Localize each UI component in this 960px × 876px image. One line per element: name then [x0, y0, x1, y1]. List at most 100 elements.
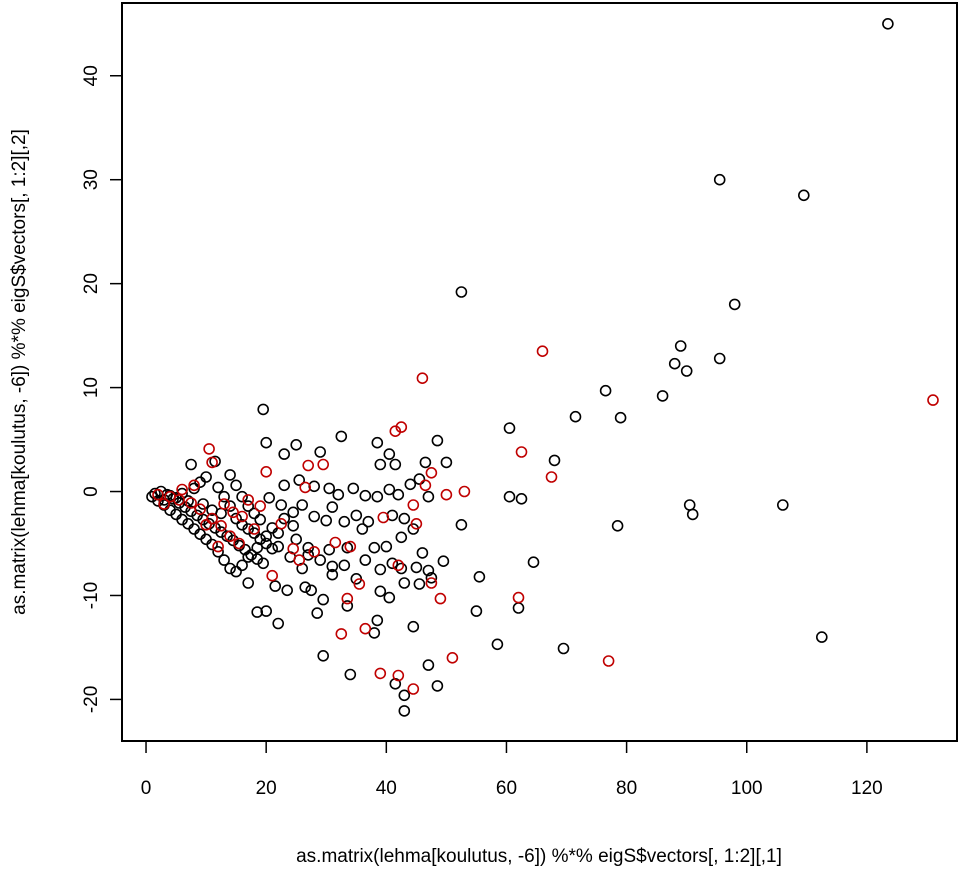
data-point [242, 494, 254, 506]
data-point [206, 512, 218, 525]
data-point [260, 530, 273, 543]
data-point [251, 606, 264, 618]
data-point [224, 562, 236, 575]
data-point [548, 454, 561, 467]
data-point [437, 555, 450, 568]
data-point [536, 345, 549, 358]
data-point [614, 411, 627, 424]
data-point [248, 527, 260, 539]
data-point [425, 577, 438, 589]
x-tick-label: 100 [731, 778, 763, 799]
data-point [206, 504, 218, 517]
data-point [338, 559, 351, 572]
data-point [713, 173, 726, 186]
data-point [425, 571, 438, 584]
data-point [218, 490, 230, 503]
data-point [422, 659, 435, 671]
data-point [278, 479, 291, 492]
x-tick-label: 40 [376, 778, 397, 799]
data-point [728, 298, 741, 311]
data-point [368, 627, 381, 639]
data-point [185, 458, 197, 471]
data-point [305, 584, 318, 597]
data-point [377, 511, 390, 524]
data-point [269, 580, 282, 592]
data-point [341, 592, 354, 605]
data-point [431, 680, 444, 692]
data-point [317, 649, 330, 662]
data-point [527, 556, 540, 569]
data-point [389, 425, 402, 438]
data-point [927, 394, 939, 406]
data-point [416, 372, 429, 385]
data-point [515, 446, 528, 458]
data-point [545, 471, 558, 483]
data-point [491, 638, 504, 651]
data-point [242, 500, 254, 512]
data-point [293, 554, 306, 566]
y-tick-label: 40 [81, 65, 102, 86]
data-point [341, 600, 354, 612]
data-point [374, 585, 387, 598]
data-point [413, 473, 426, 485]
data-point [395, 531, 408, 544]
data-point [176, 483, 188, 496]
y-tick-label: 20 [81, 273, 102, 294]
data-point [776, 499, 789, 511]
data-point [242, 577, 254, 589]
data-point [227, 506, 239, 519]
data-point [290, 533, 303, 546]
data-point [383, 483, 396, 496]
data-point [383, 591, 396, 604]
data-point [398, 705, 411, 717]
data-point [668, 357, 681, 370]
data-point [398, 512, 411, 525]
data-point [422, 490, 435, 503]
data-point [266, 542, 279, 555]
data-point [212, 545, 224, 558]
data-point [683, 499, 696, 511]
data-point [329, 536, 342, 549]
data-point [218, 498, 230, 510]
data-point [410, 517, 423, 530]
data-point [314, 446, 327, 458]
data-point [299, 481, 312, 494]
data-point [230, 565, 242, 578]
data-point [350, 509, 363, 522]
data-point [380, 540, 393, 553]
data-point [353, 578, 366, 590]
data-point [371, 614, 384, 627]
data-point [599, 384, 612, 397]
data-point [218, 554, 230, 566]
data-point [359, 489, 372, 502]
data-point [194, 503, 206, 516]
data-point [272, 617, 285, 630]
data-point [440, 488, 453, 501]
data-point [656, 390, 669, 402]
y-tick-label: -10 [81, 582, 102, 609]
data-point [392, 559, 405, 572]
y-tick-label: 10 [81, 377, 102, 398]
x-axis: 0 20 40 60 80 100 120 [141, 740, 883, 799]
data-points [146, 17, 939, 717]
data-point [446, 651, 459, 664]
data-point [371, 490, 384, 503]
data-point [359, 554, 372, 566]
data-point [257, 557, 270, 570]
data-point [230, 479, 242, 492]
data-point [164, 490, 176, 503]
data-point [815, 631, 828, 643]
data-point [368, 541, 381, 554]
data-point [182, 495, 194, 507]
data-point [374, 458, 387, 471]
data-point [203, 443, 215, 455]
data-point [611, 519, 624, 532]
x-axis-label: as.matrix(lehma[koulutus, -6]) %*% eigS$… [296, 846, 782, 867]
data-point [320, 514, 333, 527]
data-point [416, 547, 429, 559]
data-point [680, 365, 693, 377]
data-point [362, 515, 375, 528]
data-point [185, 497, 197, 509]
data-point [503, 422, 516, 434]
data-point [410, 561, 423, 574]
